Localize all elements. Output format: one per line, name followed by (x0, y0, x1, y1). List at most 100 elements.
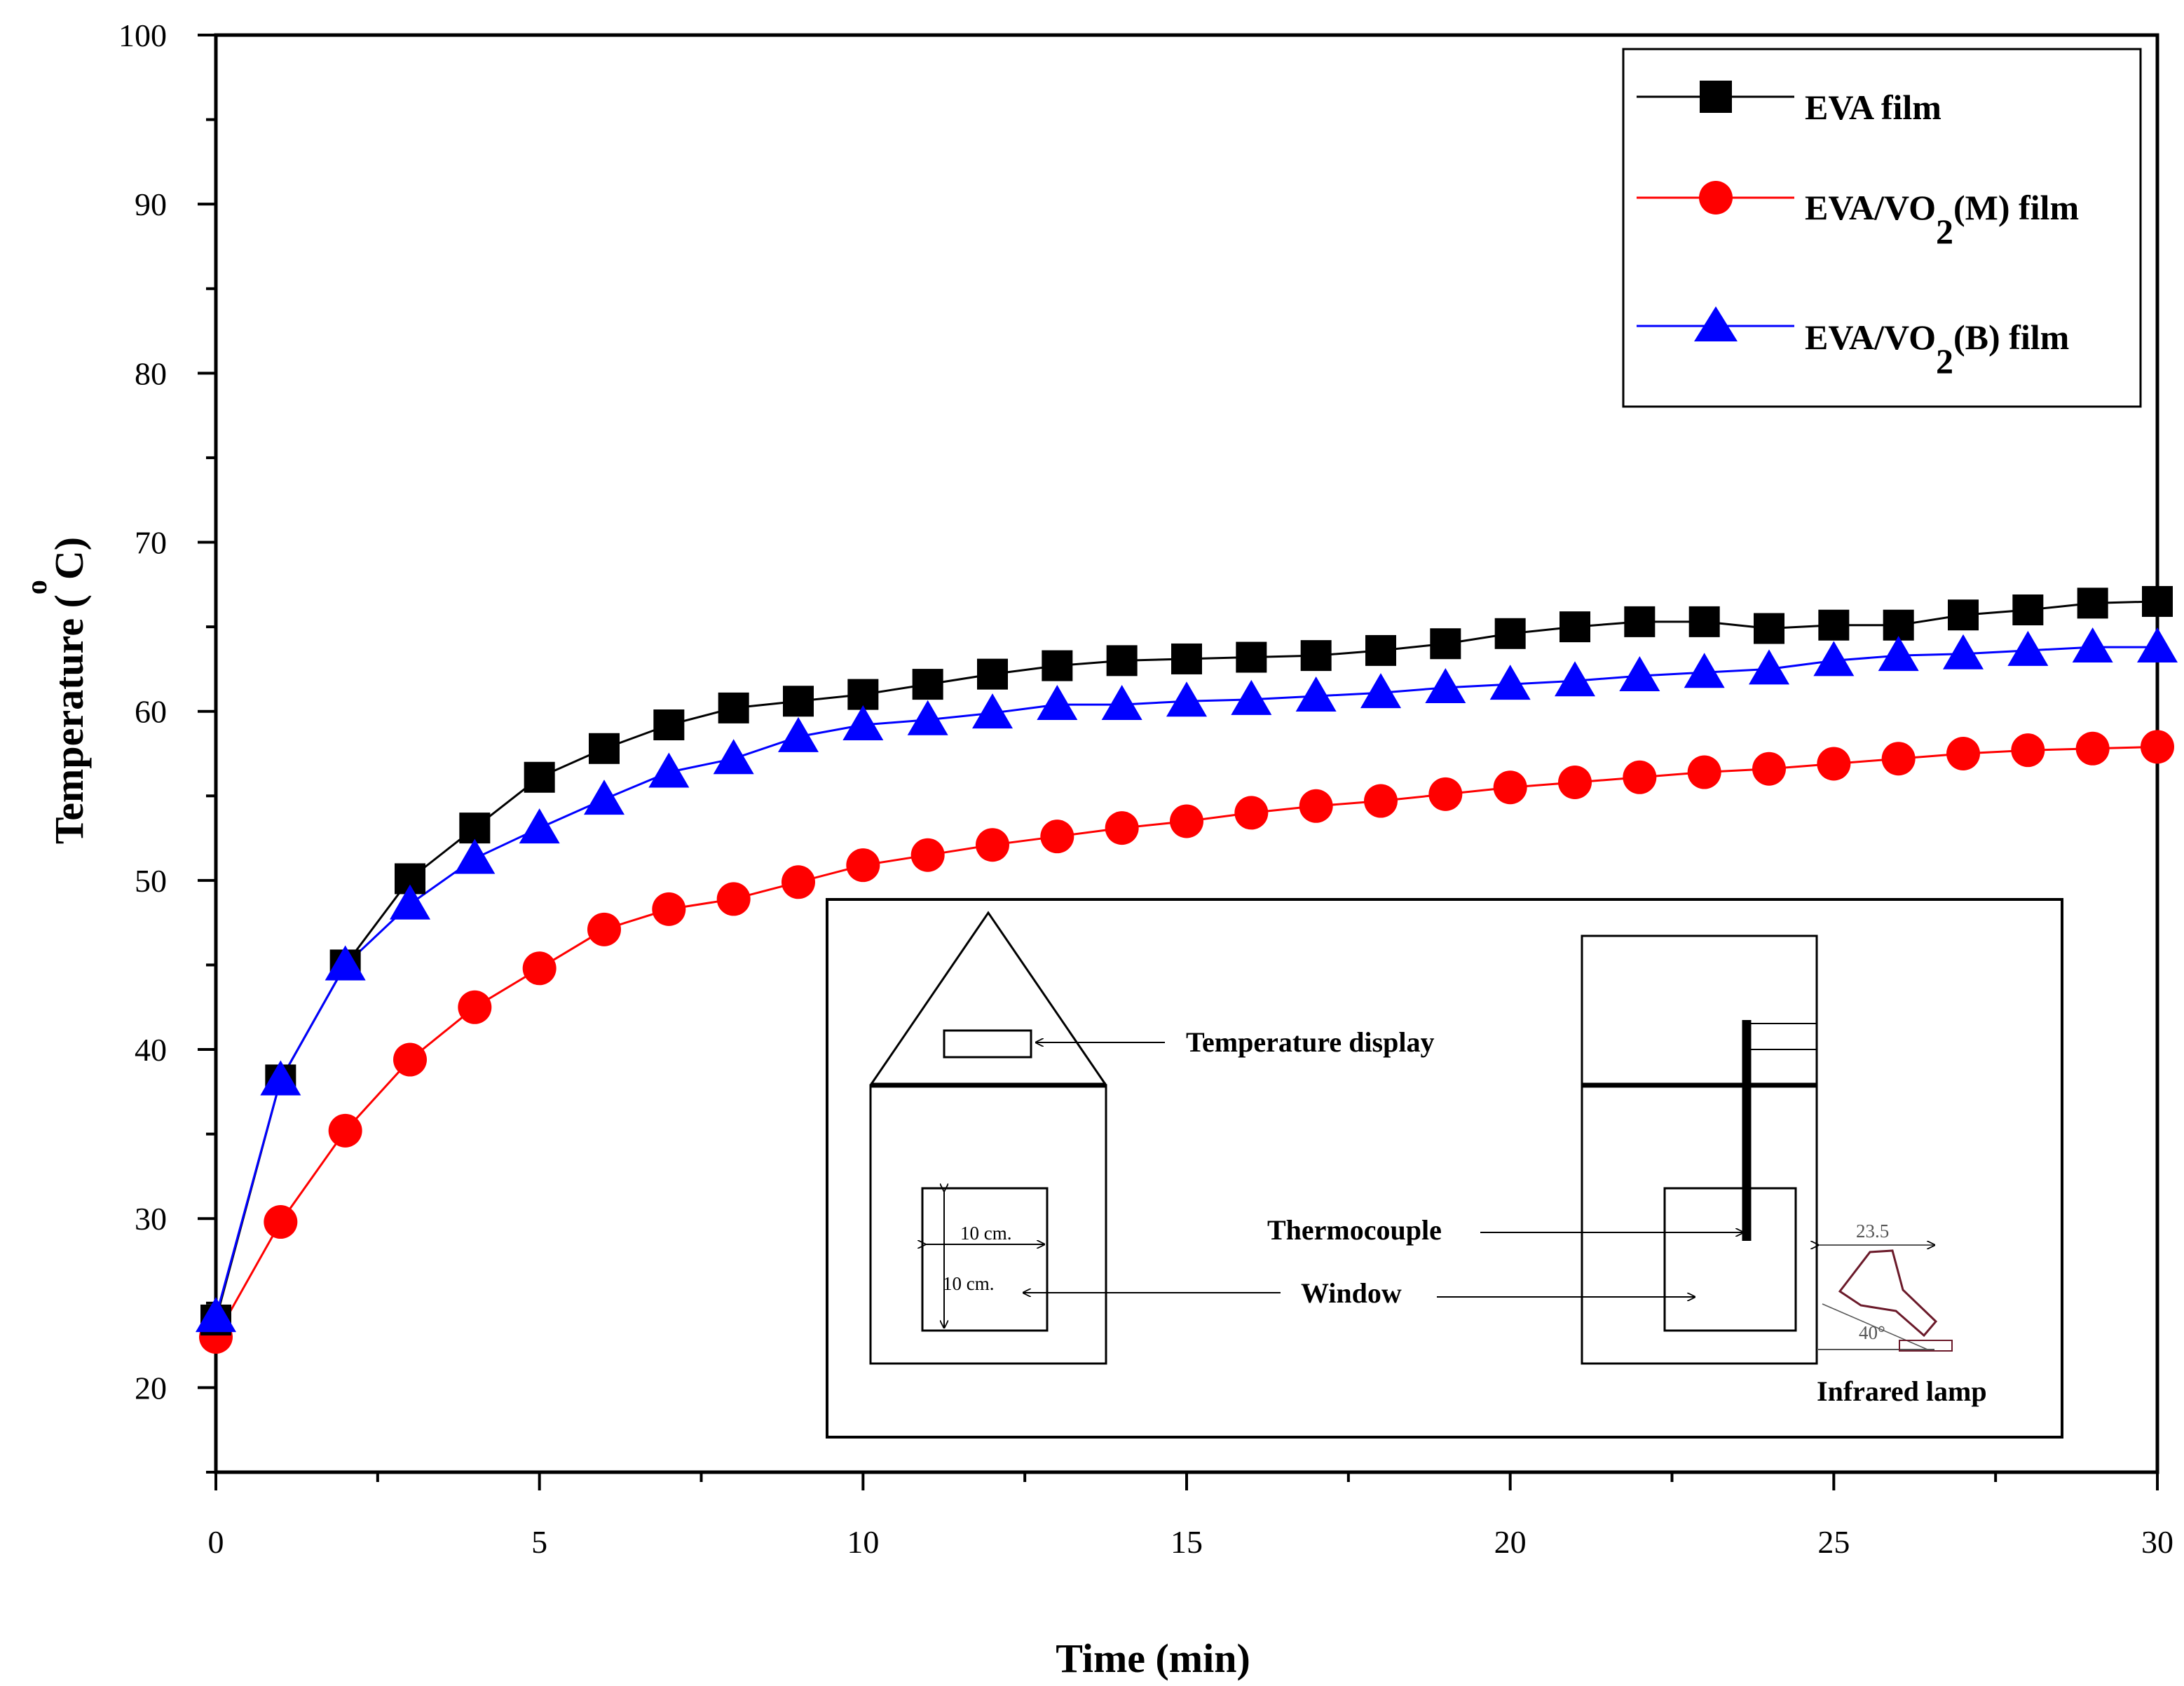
legend: EVA film EVA/VO2(M) film EVA/VO2(B) film (1622, 48, 2142, 408)
data-point-vo2b (454, 838, 496, 874)
data-point-eva (912, 669, 943, 700)
axis-ticks (198, 34, 2159, 1490)
y-tick-label: 60 (135, 694, 167, 730)
data-point-eva (1236, 641, 1267, 673)
data-point-vo2b (2072, 627, 2113, 663)
data-point-vo2m (1299, 789, 1333, 823)
data-point-vo2b (1101, 685, 1142, 721)
data-point-eva (977, 658, 1008, 690)
data-point-vo2b (1425, 667, 1466, 703)
data-point-vo2b (1295, 677, 1337, 712)
data-point-eva (1559, 611, 1590, 643)
data-point-eva (783, 686, 814, 717)
data-point-vo2b (1878, 636, 1919, 672)
legend-label-vo2m-pre: EVA/VO (1805, 188, 1936, 227)
data-point-eva (2012, 594, 2044, 625)
lamp-body (1838, 1249, 1938, 1338)
callout-window: Window (1301, 1277, 1402, 1309)
callout-thermocouple: Thermocouple (1267, 1214, 1442, 1246)
window-frame (921, 1187, 1049, 1332)
data-point-vo2m (1752, 752, 1786, 786)
y-tick-label: 100 (118, 18, 167, 53)
data-point-vo2b (972, 693, 1013, 729)
data-point-eva (2077, 587, 2108, 619)
legend-label-vo2m-post: (M) film (1953, 188, 2079, 227)
series-markers (196, 585, 2178, 1354)
data-point-vo2m (1428, 777, 1463, 811)
data-point-vo2m (1234, 796, 1269, 830)
data-point-vo2b (325, 945, 366, 981)
data-point-vo2b (1489, 665, 1531, 700)
data-point-eva (1171, 643, 1202, 674)
data-point-vo2m (1170, 804, 1203, 838)
data-point-eva (2142, 585, 2173, 617)
legend-label-vo2b-pre: EVA/VO (1805, 318, 1936, 357)
y-tick-label: 80 (135, 355, 167, 391)
x-axis-title: Time (min) (1056, 1636, 1250, 1681)
data-point-vo2m (1623, 760, 1657, 794)
y-tick-label: 20 (135, 1370, 167, 1406)
data-point-vo2m (1881, 742, 1916, 776)
data-point-eva (1883, 609, 1914, 641)
legend-label-vo2m: EVA/VO2(M) film (1805, 188, 2079, 251)
data-point-vo2b (2137, 627, 2178, 663)
y-axis-title: Temperature (oC) (21, 537, 92, 844)
infrared-lamp-sketch (1818, 1245, 1953, 1352)
data-point-eva (1494, 618, 1526, 649)
data-point-vo2b (1749, 649, 1789, 685)
data-point-vo2b (1360, 673, 1401, 709)
data-point-eva (653, 709, 685, 740)
y-tick-labels: 20 30 40 50 60 70 80 90 100 (118, 18, 167, 1406)
lamp-guide (1822, 1303, 1928, 1350)
legend-label-eva: EVA film (1805, 88, 1941, 127)
data-point-vo2m (1105, 811, 1139, 845)
y-tick-label: 70 (135, 525, 167, 561)
data-point-vo2b (1813, 641, 1855, 677)
y-axis-title-main: Temperature ( (46, 594, 92, 844)
x-tick-labels: 0 5 10 15 20 25 30 (208, 1524, 2174, 1560)
x-tick-label: 25 (1817, 1524, 1850, 1560)
data-point-vo2b (907, 700, 948, 735)
data-point-vo2m (976, 828, 1009, 862)
legend-label-vo2b-sub: 2 (1936, 341, 1953, 381)
legend-marker-vo2m (1699, 181, 1733, 215)
data-point-vo2b (778, 716, 819, 752)
data-point-vo2m (1364, 784, 1398, 818)
y-axis-title-degree: o (21, 580, 53, 594)
data-point-vo2b (2007, 630, 2049, 666)
y-tick-label: 50 (135, 863, 167, 899)
side-window (1663, 1187, 1797, 1332)
legend-marker-eva (1700, 81, 1732, 113)
data-point-vo2m (264, 1205, 298, 1239)
x-tick-label: 20 (1494, 1524, 1527, 1560)
data-point-vo2b (1684, 653, 1725, 688)
data-point-eva (1948, 599, 1979, 631)
side-body (1581, 1084, 1818, 1365)
legend-label-vo2m-sub: 2 (1936, 212, 1953, 251)
data-point-eva (1688, 606, 1720, 637)
lamp-length-label: 23.5 (1856, 1221, 1889, 1242)
data-point-eva (1430, 628, 1461, 660)
svg-text:Temperature (oC): Temperature (oC) (21, 537, 92, 844)
y-tick-label: 40 (135, 1032, 167, 1068)
data-point-eva (1754, 613, 1784, 644)
data-point-vo2b (1037, 685, 1078, 721)
data-point-vo2b (842, 705, 884, 740)
data-point-eva (589, 733, 620, 764)
data-point-eva (524, 761, 555, 793)
data-point-eva (847, 679, 879, 710)
legend-label-vo2b-post: (B) film (1953, 318, 2069, 357)
data-point-vo2m (716, 882, 751, 916)
data-point-eva (718, 692, 749, 723)
data-point-vo2m (328, 1113, 362, 1148)
data-point-vo2b (1166, 681, 1207, 717)
data-point-eva (1300, 640, 1332, 672)
x-tick-label: 10 (847, 1524, 879, 1560)
y-tick-label: 90 (135, 186, 167, 222)
x-tick-label: 30 (2141, 1524, 2173, 1560)
data-point-vo2m (652, 892, 686, 926)
data-point-vo2b (1943, 634, 1984, 669)
inset-diagram: 10 cm. 10 cm. 23.5 40° Temperature displ… (826, 898, 2063, 1439)
y-axis-title-unit: C) (46, 537, 92, 580)
